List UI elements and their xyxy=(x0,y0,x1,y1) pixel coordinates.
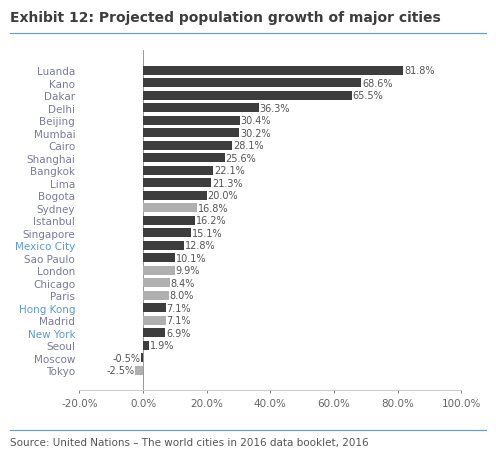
Text: 12.8%: 12.8% xyxy=(185,241,215,251)
Bar xyxy=(143,67,403,76)
Bar xyxy=(143,92,352,101)
Text: 7.1%: 7.1% xyxy=(167,316,191,326)
Text: 28.1%: 28.1% xyxy=(234,141,264,151)
Text: 16.2%: 16.2% xyxy=(195,216,226,226)
Text: Exhibit 12: Projected population growth of major cities: Exhibit 12: Projected population growth … xyxy=(10,11,440,25)
Bar xyxy=(143,329,165,338)
Bar xyxy=(143,316,166,325)
Bar xyxy=(143,179,211,188)
Text: 8.4%: 8.4% xyxy=(171,278,195,288)
Text: 8.0%: 8.0% xyxy=(170,291,194,301)
Bar xyxy=(143,266,175,275)
Text: 1.9%: 1.9% xyxy=(150,341,175,351)
Bar xyxy=(141,354,143,363)
Bar xyxy=(135,366,143,375)
Text: 22.1%: 22.1% xyxy=(214,166,245,176)
Text: 7.1%: 7.1% xyxy=(167,303,191,313)
Bar xyxy=(143,167,213,176)
Bar xyxy=(143,279,170,288)
Text: 65.5%: 65.5% xyxy=(353,91,383,101)
Bar xyxy=(143,341,149,350)
Bar xyxy=(143,154,225,163)
Text: 6.9%: 6.9% xyxy=(166,328,190,338)
Bar xyxy=(143,217,194,226)
Bar xyxy=(143,304,166,313)
Text: 81.8%: 81.8% xyxy=(404,66,435,76)
Text: 68.6%: 68.6% xyxy=(363,79,393,89)
Bar xyxy=(143,242,184,250)
Bar xyxy=(143,204,196,213)
Text: 30.4%: 30.4% xyxy=(241,116,271,126)
Bar xyxy=(143,142,233,151)
Bar xyxy=(143,129,239,138)
Text: 16.8%: 16.8% xyxy=(197,203,228,213)
Bar xyxy=(143,254,175,263)
Text: -2.5%: -2.5% xyxy=(106,366,134,376)
Bar xyxy=(143,291,169,300)
Bar xyxy=(143,104,258,113)
Text: 9.9%: 9.9% xyxy=(176,266,200,276)
Text: 25.6%: 25.6% xyxy=(226,154,256,164)
Text: 10.1%: 10.1% xyxy=(176,253,207,263)
Bar xyxy=(143,192,207,201)
Text: 15.1%: 15.1% xyxy=(192,228,223,238)
Bar xyxy=(143,79,362,88)
Text: 21.3%: 21.3% xyxy=(212,178,243,188)
Bar xyxy=(143,229,191,238)
Text: 36.3%: 36.3% xyxy=(259,104,290,114)
Text: -0.5%: -0.5% xyxy=(113,353,140,363)
Text: 30.2%: 30.2% xyxy=(240,129,271,139)
Text: Source: United Nations – The world cities in 2016 data booklet, 2016: Source: United Nations – The world citie… xyxy=(10,437,369,447)
Text: 20.0%: 20.0% xyxy=(208,191,238,201)
Bar xyxy=(143,116,240,126)
